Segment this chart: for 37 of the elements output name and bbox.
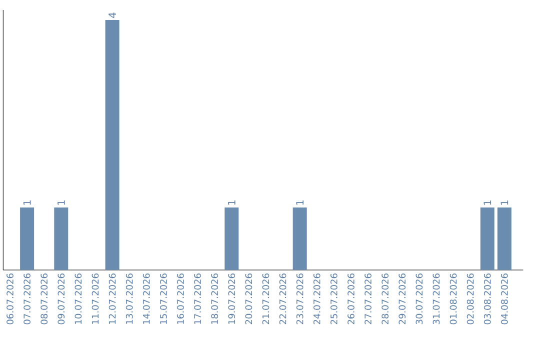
x-tick-label: 26.07.2026: [348, 274, 354, 324]
data-label: 1: [296, 200, 304, 205]
x-tick-label: 20.07.2026: [245, 274, 252, 324]
data-label: 1: [23, 200, 31, 205]
x-tick-label: 12.07.2026: [108, 274, 116, 324]
x-tick-label: 16.07.2026: [177, 274, 184, 324]
data-label: 4: [108, 12, 116, 18]
x-tick-label: 09.07.2026: [58, 274, 65, 324]
x-tick-label: 29.07.2026: [398, 274, 406, 324]
data-label: 1: [500, 200, 508, 205]
x-tick-label: 14.07.2026: [142, 274, 150, 324]
x-tick-label: 18.07.2026: [211, 274, 218, 324]
x-tick-label: 10.07.2026: [74, 274, 82, 324]
x-tick-label: 25.07.2026: [330, 274, 338, 324]
x-tick-label: 03.08.2026: [484, 274, 491, 324]
data-label: 1: [58, 200, 65, 205]
x-tick-label: 23.07.2026: [296, 274, 304, 324]
x-tick-label: 04.08.2026: [500, 274, 508, 324]
x-tick-label: 11.07.2026: [92, 274, 99, 324]
data-label: 1: [484, 200, 492, 205]
x-tick-label: 07.07.2026: [24, 274, 30, 324]
x-tick-label: 22.07.2026: [279, 274, 286, 324]
x-tick-label: 06.07.2026: [6, 274, 14, 324]
x-tick-label: 13.07.2026: [126, 274, 133, 324]
x-tick-label: 24.07.2026: [313, 274, 320, 324]
x-tick-label: 02.08.2026: [466, 274, 474, 324]
x-tick-label: 30.07.2026: [416, 274, 423, 324]
x-tick-label: 27.07.2026: [364, 274, 372, 324]
x-tick-label: 17.07.2026: [194, 274, 201, 324]
x-tick-label: 01.08.2026: [450, 274, 457, 324]
x-tick-label: 19.07.2026: [228, 274, 236, 324]
x-tick-label: 21.07.2026: [262, 274, 270, 324]
data-label: 1: [228, 200, 236, 205]
x-tick-label: 31.07.2026: [432, 274, 440, 324]
x-tick-label: 28.07.2026: [382, 274, 389, 324]
x-tick-label: 08.07.2026: [40, 274, 48, 324]
x-tick-label: 15.07.2026: [160, 274, 167, 324]
